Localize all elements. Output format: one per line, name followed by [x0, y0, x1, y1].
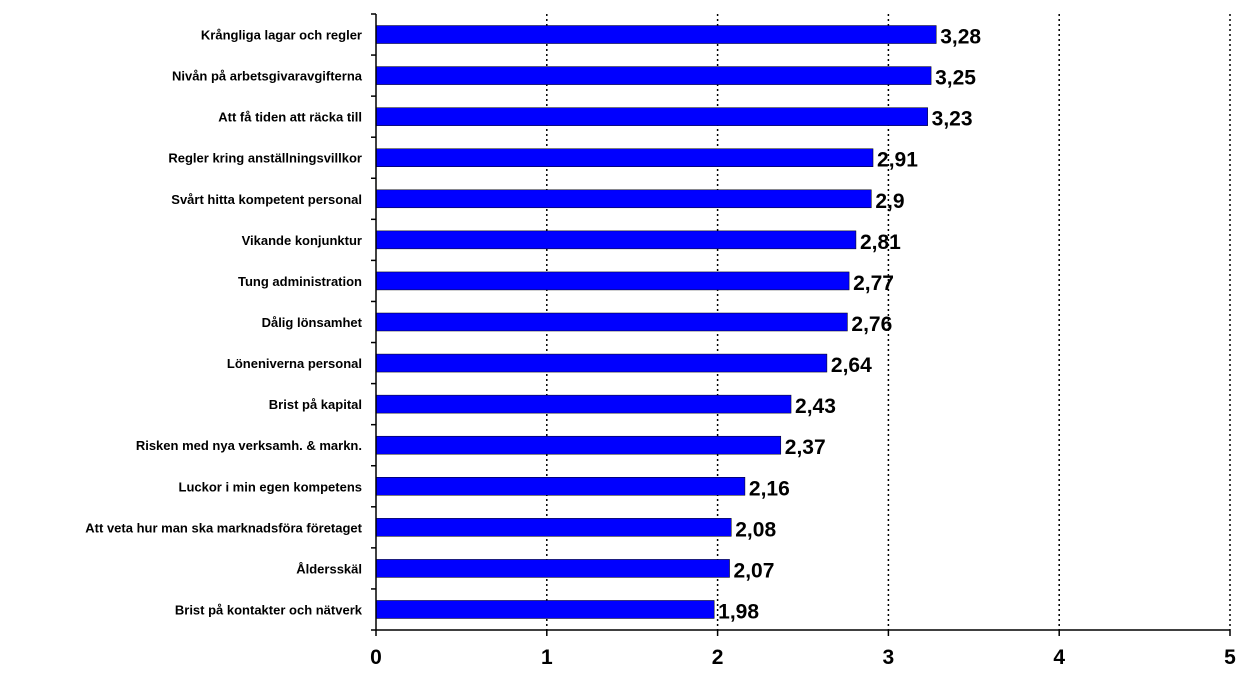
- x-tick-label-5: 5: [1224, 646, 1236, 669]
- bar-6: [375, 271, 850, 291]
- bar-12: [375, 518, 732, 537]
- category-label-3: Regler kring anställningsvillkor: [168, 151, 362, 166]
- category-label-14: Brist på kontakter och nätverk: [175, 602, 363, 617]
- value-label-5: 2,81: [860, 231, 901, 254]
- value-label-0: 3,28: [940, 26, 981, 49]
- category-label-11: Luckor i min egen kompetens: [179, 479, 363, 494]
- bar-11: [375, 477, 746, 496]
- category-label-4: Svårt hitta kompetent personal: [171, 192, 362, 207]
- category-label-9: Brist på kapital: [269, 397, 362, 412]
- bar-5: [375, 230, 857, 250]
- category-label-1: Nivån på arbetsgivaravgifterna: [172, 69, 363, 84]
- value-label-9: 2,43: [795, 395, 836, 418]
- value-label-1: 3,25: [935, 67, 976, 90]
- category-label-5: Vikande konjunktur: [242, 233, 362, 248]
- bar-4: [375, 189, 872, 209]
- x-tick-label-4: 4: [1053, 646, 1065, 669]
- category-label-12: Att veta hur man ska marknadsföra företa…: [85, 520, 362, 535]
- bar-3: [375, 148, 874, 167]
- bar-13: [375, 559, 730, 578]
- x-tick-label-0: 0: [370, 646, 382, 669]
- value-label-2: 3,23: [932, 108, 973, 131]
- value-label-3: 2,91: [877, 149, 918, 172]
- value-label-8: 2,64: [831, 354, 872, 377]
- value-label-13: 2,07: [734, 559, 775, 582]
- axes: [371, 13, 1231, 636]
- value-label-4: 2,9: [875, 190, 904, 213]
- value-label-14: 1,98: [718, 600, 759, 623]
- category-label-8: Löneniverna personal: [227, 356, 362, 371]
- category-label-0: Krångliga lagar och regler: [201, 28, 362, 43]
- value-label-7: 2,76: [851, 313, 892, 336]
- bar-1: [375, 66, 932, 85]
- category-label-13: Åldersskäl: [296, 561, 362, 576]
- bar-8: [375, 353, 828, 373]
- bar-2: [375, 107, 928, 126]
- value-label-6: 2,77: [853, 272, 894, 295]
- bar-9: [375, 394, 792, 414]
- bar-10: [375, 435, 782, 455]
- value-label-11: 2,16: [749, 477, 790, 500]
- bar-7: [375, 312, 848, 332]
- bar-14: [375, 600, 715, 619]
- x-tick-label-1: 1: [541, 646, 553, 669]
- bar-0: [375, 25, 937, 44]
- category-label-2: Att få tiden att räcka till: [218, 110, 362, 125]
- category-label-7: Dålig lönsamhet: [262, 315, 363, 330]
- labels: Krångliga lagar och regler 3,28 Nivån på a…: [85, 26, 1236, 669]
- x-tick-label-2: 2: [712, 646, 724, 669]
- category-label-6: Tung administration: [238, 274, 362, 289]
- x-tick-label-3: 3: [883, 646, 895, 669]
- value-label-10: 2,37: [785, 436, 826, 459]
- value-label-12: 2,08: [735, 518, 776, 541]
- category-label-10: Risken med nya verksamh. & markn.: [136, 438, 362, 453]
